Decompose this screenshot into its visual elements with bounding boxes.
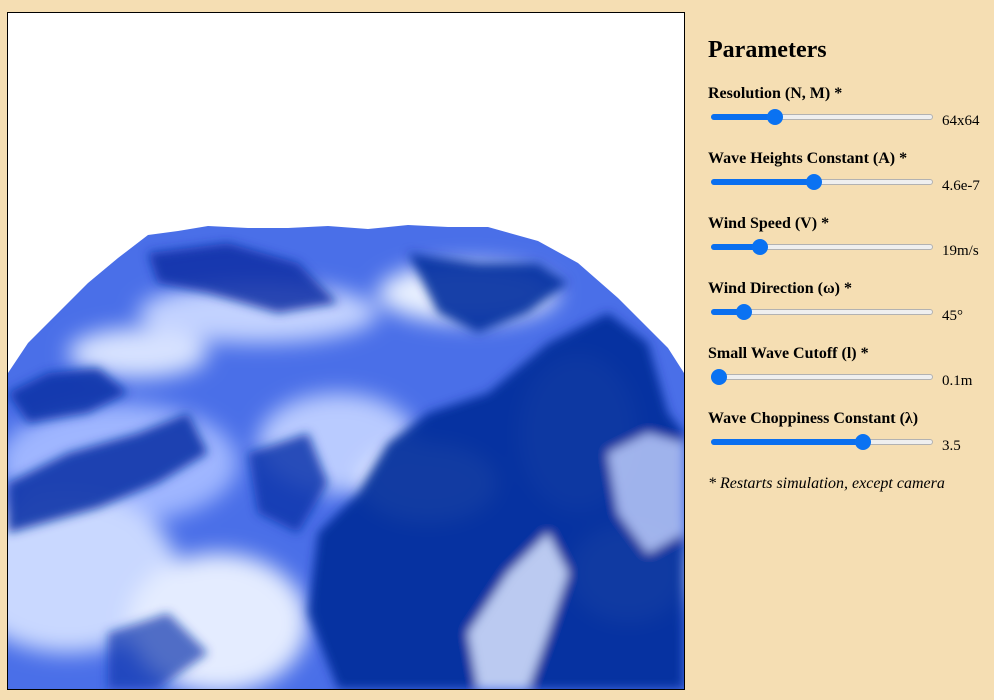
param-label: Wind Speed (V) * bbox=[708, 215, 830, 232]
param-value: 64x64 bbox=[942, 113, 980, 129]
param-wind-direction: Wind Direction (ω) * 45° bbox=[708, 279, 990, 327]
wave-heights-slider-thumb[interactable] bbox=[805, 174, 822, 190]
restart-footnote: * Restarts simulation, except camera bbox=[708, 475, 945, 492]
resolution-slider-thumb[interactable] bbox=[766, 109, 783, 125]
param-wind-speed: Wind Speed (V) * 19m/s bbox=[708, 214, 990, 262]
param-label: Wind Direction (ω) * bbox=[708, 280, 852, 297]
param-value: 4.6e-7 bbox=[942, 178, 980, 194]
param-label: Small Wave Cutoff (l) * bbox=[708, 345, 869, 362]
param-value: 3.5 bbox=[942, 438, 961, 454]
wind-speed-slider-thumb[interactable] bbox=[752, 239, 769, 255]
wind-direction-slider-thumb[interactable] bbox=[735, 304, 752, 320]
param-label: Wave Choppiness Constant (λ) bbox=[708, 410, 919, 427]
parameters-panel: Parameters Resolution (N, M) * 64x64 Wav… bbox=[708, 36, 990, 494]
param-small-wave-cutoff: Small Wave Cutoff (l) * 0.1m bbox=[708, 344, 990, 392]
param-wave-heights: Wave Heights Constant (A) * 4.6e-7 bbox=[708, 149, 990, 197]
param-value: 0.1m bbox=[942, 373, 973, 389]
param-label: Resolution (N, M) * bbox=[708, 85, 843, 102]
panel-title: Parameters bbox=[708, 37, 827, 63]
param-resolution: Resolution (N, M) * 64x64 bbox=[708, 84, 990, 132]
wave-choppiness-slider-thumb[interactable] bbox=[855, 434, 872, 450]
param-value: 45° bbox=[942, 308, 963, 324]
param-value: 19m/s bbox=[942, 243, 979, 259]
ocean-surface-render bbox=[8, 225, 684, 689]
small-wave-cutoff-slider[interactable] bbox=[711, 374, 933, 380]
ocean-simulation-canvas[interactable] bbox=[7, 12, 685, 690]
param-label: Wave Heights Constant (A) * bbox=[708, 150, 908, 167]
small-wave-cutoff-slider-thumb[interactable] bbox=[711, 369, 727, 385]
param-wave-choppiness: Wave Choppiness Constant (λ) 3.5 bbox=[708, 409, 990, 457]
